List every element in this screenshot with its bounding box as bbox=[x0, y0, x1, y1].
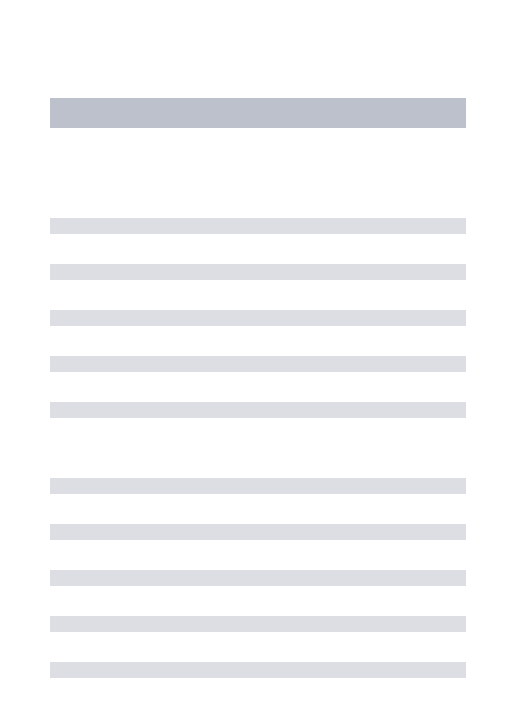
skeleton-group-gap bbox=[50, 448, 466, 478]
skeleton-line bbox=[50, 524, 466, 540]
skeleton-line bbox=[50, 570, 466, 586]
skeleton-line bbox=[50, 662, 466, 678]
skeleton-line bbox=[50, 264, 466, 280]
skeleton-line bbox=[50, 402, 466, 418]
skeleton-line bbox=[50, 218, 466, 234]
skeleton-line bbox=[50, 616, 466, 632]
skeleton-title-bar bbox=[50, 98, 466, 128]
skeleton-line bbox=[50, 310, 466, 326]
skeleton-line bbox=[50, 356, 466, 372]
skeleton-line bbox=[50, 478, 466, 494]
